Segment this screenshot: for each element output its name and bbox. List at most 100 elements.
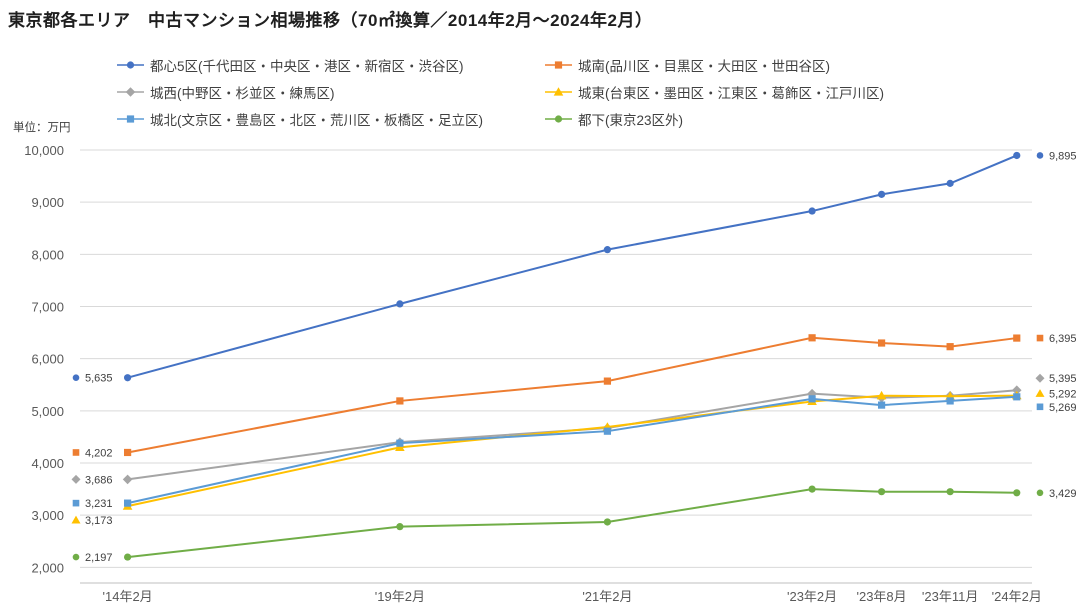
- series-line-4: [127, 395, 1017, 505]
- data-point-marker: [603, 246, 612, 254]
- data-point-marker: [124, 499, 132, 507]
- y-axis-tick-label: 4,000: [31, 456, 64, 471]
- data-point-marker: [808, 334, 816, 342]
- legend-item-5: 都下(東京23区外): [545, 109, 884, 129]
- x-axis-tick-label: '14年2月: [103, 589, 153, 604]
- y-axis-tick-label: 7,000: [31, 300, 64, 315]
- data-point-marker: [396, 300, 404, 308]
- chart-legend: 都心5区(千代田区・中央区・港区・新宿区・渋谷区) 城南(品川区・目黒区・大田区・…: [117, 55, 884, 129]
- data-point-marker: [122, 474, 133, 485]
- legend-item-3: 城東(台東区・墨田区・江東区・葛飾区・江戸川区): [545, 82, 884, 102]
- y-axis-unit-label: 単位：万円: [13, 122, 71, 134]
- y-axis-tick-label: 5,000: [31, 404, 64, 419]
- y-axis-tick-label: 8,000: [31, 247, 64, 262]
- y-axis-tick-label: 6,000: [31, 352, 64, 367]
- data-point-marker: [124, 553, 132, 561]
- x-axis-tick-label: '23年11月: [922, 589, 978, 604]
- last-value-marker: [1036, 489, 1044, 497]
- data-point-marker: [877, 190, 886, 198]
- first-value-marker: [72, 553, 80, 561]
- data-point-marker: [808, 395, 816, 403]
- data-point-marker: [876, 390, 887, 400]
- series-line-5: [127, 488, 1017, 559]
- data-point-marker: [1011, 385, 1022, 396]
- legend-label: 都心5区(千代田区・中央区・港区・新宿区・渋谷区): [150, 59, 464, 74]
- data-point-marker: [946, 179, 954, 187]
- first-value-marker: [72, 374, 80, 382]
- legend-item-0: 都心5区(千代田区・中央区・港区・新宿区・渋谷区): [117, 55, 545, 75]
- y-axis-tick-label: 2,000: [31, 560, 64, 575]
- last-value-marker: [1036, 334, 1044, 342]
- y-axis-tick-label: 10,000: [24, 143, 64, 158]
- legend-item-2: 城西(中野区・杉並区・練馬区): [117, 82, 545, 102]
- data-point-marker: [877, 401, 886, 409]
- y-axis-tick-label: 9,000: [31, 195, 64, 210]
- last-value-label: 5,292: [1049, 389, 1077, 401]
- square-legend-marker-icon: [117, 115, 144, 123]
- data-point-marker: [1013, 393, 1021, 401]
- last-value-label: 6,395: [1049, 333, 1077, 345]
- legend-marker-shape: [126, 61, 135, 69]
- data-point-marker: [396, 397, 404, 405]
- data-point-marker: [946, 343, 954, 351]
- data-point-marker: [877, 339, 886, 347]
- diamond-legend-marker-icon: [117, 87, 144, 97]
- legend-marker-shape: [126, 115, 135, 123]
- x-axis-tick-label: '23年8月: [856, 589, 906, 604]
- first-value-label: 3,173: [85, 515, 113, 527]
- legend-item-1: 城南(品川区・目黒区・大田区・世田谷区): [545, 55, 884, 75]
- x-axis-tick-label: '23年2月: [787, 589, 837, 604]
- first-value-marker: [71, 474, 81, 484]
- data-point-marker: [396, 523, 404, 531]
- last-value-label: 9,895: [1049, 150, 1077, 162]
- x-axis-tick-label: '24年2月: [992, 589, 1042, 604]
- first-value-label: 2,197: [85, 552, 113, 564]
- last-value-label: 5,269: [1049, 402, 1077, 414]
- legend-marker-shape: [553, 87, 564, 96]
- data-point-marker: [603, 427, 612, 435]
- last-value-marker: [1035, 389, 1045, 397]
- first-value-label: 5,635: [85, 373, 113, 385]
- data-point-marker: [1013, 151, 1021, 160]
- circle-legend-marker-icon: [117, 61, 144, 69]
- data-point-marker: [396, 439, 404, 447]
- last-value-marker: [1035, 373, 1045, 383]
- data-point-marker: [124, 374, 132, 382]
- data-point-marker: [1013, 334, 1021, 342]
- data-point-marker: [877, 488, 886, 496]
- legend-label: 城東(台東区・墨田区・江東区・葛飾区・江戸川区): [578, 86, 884, 101]
- data-point-marker: [946, 397, 954, 405]
- last-value-marker: [1036, 403, 1044, 411]
- data-point-marker: [603, 377, 612, 385]
- data-point-marker: [808, 485, 816, 493]
- legend-label: 城南(品川区・目黒区・大田区・世田谷区): [578, 59, 830, 74]
- data-point-marker: [603, 518, 612, 526]
- last-value-label: 5,395: [1049, 373, 1077, 385]
- triangle-legend-marker-icon: [545, 87, 572, 96]
- last-value-marker: [1036, 152, 1044, 159]
- x-axis-tick-label: '21年2月: [582, 589, 632, 604]
- first-value-marker: [71, 515, 81, 524]
- data-point-marker: [808, 207, 816, 215]
- legend-marker-shape: [554, 61, 563, 69]
- chart-title: 東京都各エリア 中古マンション相場推移（70㎡換算／2014年2月～2024年2…: [8, 11, 653, 30]
- legend-item-4: 城北(文京区・豊島区・北区・荒川区・板橋区・足立区): [117, 109, 545, 129]
- first-value-label: 3,231: [85, 498, 113, 510]
- data-point-marker: [807, 388, 817, 399]
- legend-marker-shape: [125, 87, 136, 97]
- first-value-label: 4,202: [85, 447, 113, 459]
- first-value-label: 3,686: [85, 474, 113, 486]
- circle-legend-marker-icon: [545, 115, 572, 123]
- x-axis-tick-label: '19年2月: [375, 589, 425, 604]
- legend-label: 城西(中野区・杉並区・練馬区): [150, 86, 335, 101]
- data-point-marker: [1013, 489, 1021, 497]
- legend-marker-shape: [554, 115, 563, 123]
- y-axis-tick-label: 3,000: [31, 508, 64, 523]
- data-point-marker: [124, 448, 132, 457]
- square-legend-marker-icon: [545, 61, 572, 69]
- last-value-label: 3,429: [1049, 488, 1077, 500]
- data-point-marker: [946, 488, 954, 496]
- legend-label: 城北(文京区・豊島区・北区・荒川区・板橋区・足立区): [150, 113, 483, 128]
